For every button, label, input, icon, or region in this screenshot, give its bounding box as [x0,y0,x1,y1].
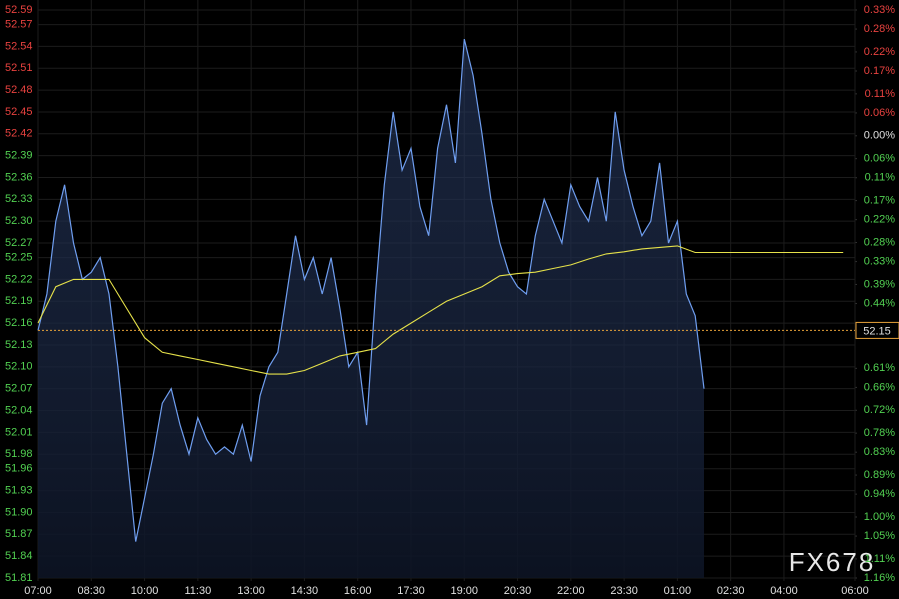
y-tick-label: 51.90 [5,506,33,518]
y-tick-label: 52.59 [5,4,33,16]
x-tick-label: 07:00 [24,585,52,597]
y2-tick-label: 0.78% [864,427,895,439]
y-tick-label: 51.98 [5,448,33,460]
x-tick-label: 20:30 [504,585,532,597]
y-tick-label: 52.13 [5,339,33,351]
y-tick-label: 52.19 [5,295,33,307]
x-tick-label: 04:00 [770,585,798,597]
y2-tick-label: 0.22% [864,214,895,226]
y2-tick-label: 0.61% [864,362,895,374]
y2-tick-label: 1.00% [864,511,895,523]
y2-tick-label: 0.39% [864,278,895,290]
price-area [38,39,705,579]
y-tick-label: 52.57 [5,18,33,30]
y-tick-label: 52.10 [5,361,33,373]
y-tick-label: 51.96 [5,463,33,475]
y-tick-label: 52.01 [5,426,33,438]
y-tick-label: 52.42 [5,128,33,140]
y2-tick-label: 0.28% [864,236,895,248]
y2-tick-label: 0.89% [864,469,895,481]
y-tick-label: 52.51 [5,62,33,74]
y-tick-label: 52.16 [5,317,33,329]
average-line [37,245,844,375]
y2-tick-label: 1.16% [864,572,895,584]
y2-tick-label: 0.28% [864,23,895,35]
x-tick-label: 06:00 [841,585,869,597]
y2-tick-label: 0.94% [864,488,895,500]
y-tick-label: 52.54 [5,40,33,52]
y2-tick-label: 0.22% [864,46,895,58]
x-tick-label: 02:30 [717,585,745,597]
y2-tick-label: 1.05% [864,530,895,542]
y2-tick-label: 0.72% [864,404,895,416]
last-price-box [855,321,899,339]
price-line [37,38,705,542]
x-tick-label: 01:00 [664,585,692,597]
y-tick-label: 52.30 [5,215,33,227]
y2-tick-label: 0.83% [864,446,895,458]
y-tick-label: 52.25 [5,251,33,263]
y-tick-label: 52.39 [5,150,33,162]
x-tick-label: 22:00 [557,585,585,597]
y-tick-label: 51.93 [5,485,33,497]
x-tick-label: 08:30 [78,585,106,597]
x-tick-label: 13:00 [237,585,265,597]
x-tick-label: 11:30 [184,585,211,597]
y-tick-label: 52.07 [5,383,33,395]
y2-tick-label: 0.17% [864,65,895,77]
y-tick-label: 52.04 [5,404,33,416]
x-tick-label: 16:00 [344,585,372,597]
y-tick-label: 51.81 [5,572,33,584]
x-tick-label: 23:30 [610,585,638,597]
y2-tick-label: 0.17% [864,195,895,207]
last-price-label: 52.15 [863,325,891,337]
watermark: FX678 [789,547,876,577]
x-tick-label: 10:00 [131,585,159,597]
y2-tick-label: 0.33% [864,256,895,268]
x-tick-label: 19:00 [450,585,478,597]
y2-tick-label: 0.11% [865,172,896,184]
y2-tick-label: 0.06% [864,107,895,119]
y2-tick-label: 0.44% [864,297,895,309]
y-tick-label: 52.36 [5,171,33,183]
y2-tick-label: 0.06% [864,153,895,165]
y2-tick-label: 0.66% [864,381,895,393]
y-tick-label: 51.84 [5,550,33,562]
y-tick-label: 52.33 [5,193,33,205]
x-tick-label: 17:30 [397,585,425,597]
y-tick-label: 52.22 [5,273,33,285]
x-tick-label: 14:30 [291,585,319,597]
y-tick-label: 52.45 [5,106,33,118]
y-tick-label: 52.27 [5,237,33,249]
y2-tick-label: 0.33% [864,4,895,16]
y2-tick-label: 0.11% [865,88,896,100]
y2-tick-label: 0.00% [864,130,895,142]
y-tick-label: 52.48 [5,84,33,96]
y-tick-label: 51.87 [5,528,33,540]
y2-tick-label: 1.11% [865,553,896,565]
